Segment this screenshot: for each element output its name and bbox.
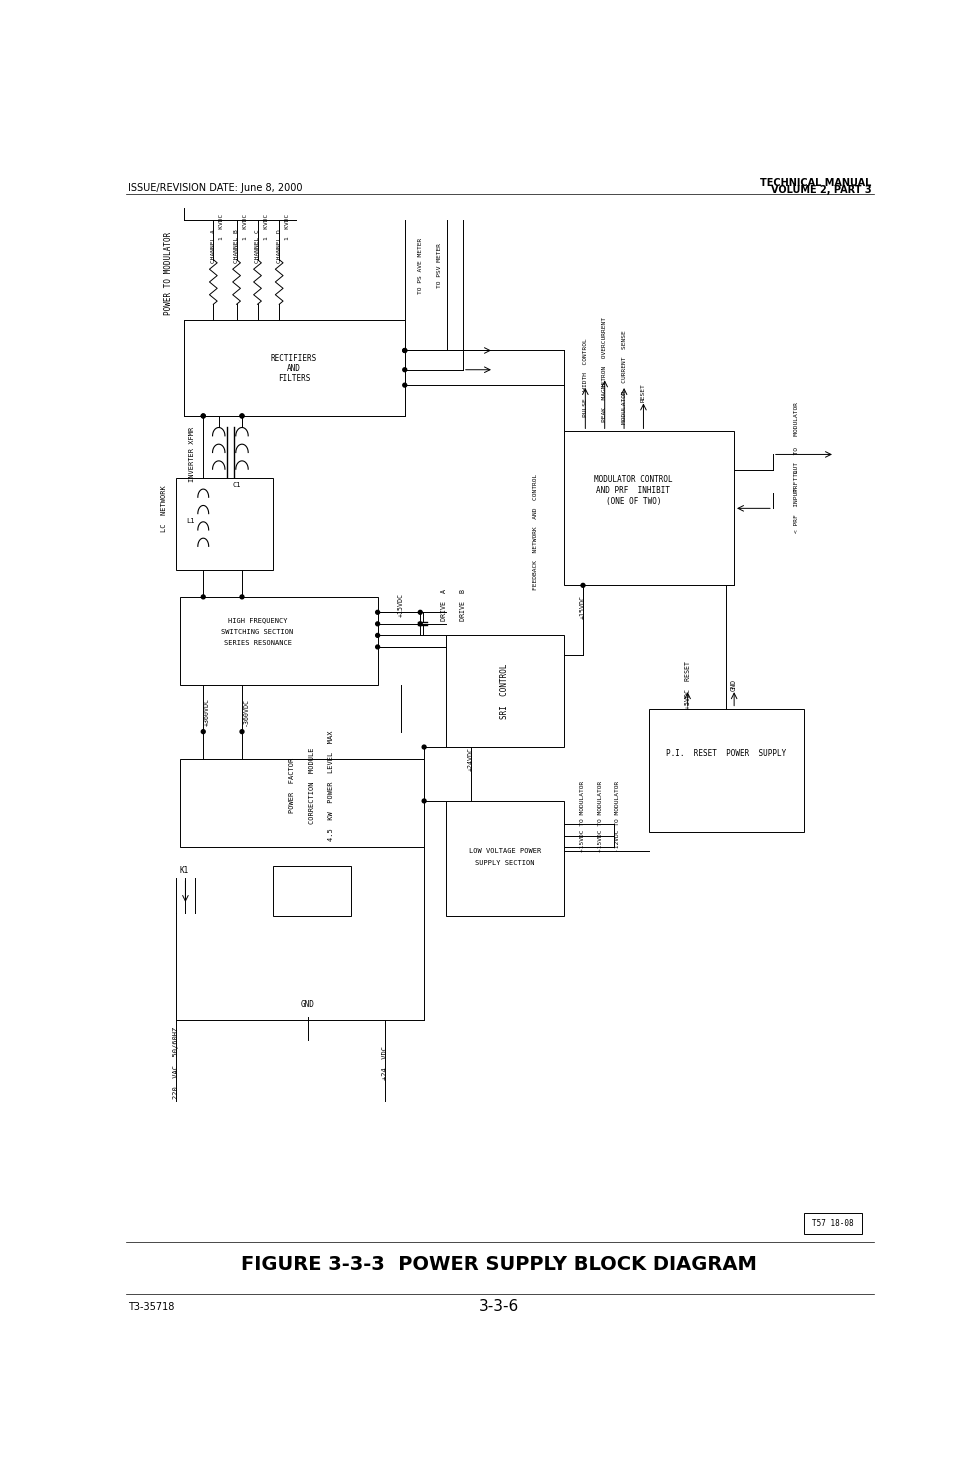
Text: TO PSV METER: TO PSV METER xyxy=(437,244,442,288)
Circle shape xyxy=(375,645,379,648)
Text: +24VDC: +24VDC xyxy=(468,746,474,771)
Text: CHANNEL A: CHANNEL A xyxy=(211,229,215,263)
Circle shape xyxy=(201,414,205,418)
Circle shape xyxy=(403,368,407,372)
Text: L1: L1 xyxy=(186,518,194,524)
Text: TO PS AVE METER: TO PS AVE METER xyxy=(417,238,423,294)
Circle shape xyxy=(403,349,407,353)
Text: +24  VDC: +24 VDC xyxy=(382,1046,388,1080)
Bar xyxy=(180,759,424,848)
Bar xyxy=(273,867,350,916)
Text: DRIVE  A: DRIVE A xyxy=(441,589,447,620)
Text: ISSUE/REVISION DATE: June 8, 2000: ISSUE/REVISION DATE: June 8, 2000 xyxy=(128,183,302,193)
Text: 1  KVDC: 1 KVDC xyxy=(243,214,248,241)
Text: POWER  FACTOR: POWER FACTOR xyxy=(290,758,295,814)
Text: INVERTER XFMR: INVERTER XFMR xyxy=(188,427,195,482)
Text: +360VDC: +360VDC xyxy=(204,699,211,727)
Text: K1: K1 xyxy=(179,866,188,874)
Text: FIGURE 3-3-3  POWER SUPPLY BLOCK DIAGRAM: FIGURE 3-3-3 POWER SUPPLY BLOCK DIAGRAM xyxy=(242,1255,758,1275)
Text: RECTIFIERS: RECTIFIERS xyxy=(271,353,317,363)
Text: FILTERS: FILTERS xyxy=(278,374,310,383)
Text: CHANNEL B: CHANNEL B xyxy=(234,229,239,263)
Text: +15VDC TO MODULATOR: +15VDC TO MODULATOR xyxy=(580,781,586,852)
Text: +15VDC: +15VDC xyxy=(580,595,586,619)
Text: HIGH FREQUENCY: HIGH FREQUENCY xyxy=(228,617,288,623)
Text: (ONE OF TWO): (ONE OF TWO) xyxy=(605,496,661,507)
Circle shape xyxy=(422,744,426,749)
Text: MODULATOR CONTROL: MODULATOR CONTROL xyxy=(594,476,673,484)
Bar xyxy=(564,431,734,585)
Text: 1  KVDC: 1 KVDC xyxy=(263,214,268,241)
Circle shape xyxy=(581,583,585,588)
Text: +5VDC  RESET: +5VDC RESET xyxy=(684,662,690,709)
Text: AND PRF  INHIBIT: AND PRF INHIBIT xyxy=(597,486,671,495)
Text: POWER TO MODULATOR: POWER TO MODULATOR xyxy=(164,232,173,315)
Bar xyxy=(446,801,564,916)
Text: SRI  CONTROL: SRI CONTROL xyxy=(500,663,509,719)
Bar xyxy=(446,635,564,747)
Text: GND: GND xyxy=(301,1000,315,1009)
Circle shape xyxy=(375,610,379,614)
Text: VOLUME 2, PART 3: VOLUME 2, PART 3 xyxy=(770,185,872,195)
Circle shape xyxy=(201,595,205,598)
Circle shape xyxy=(240,414,244,418)
Text: 1  KVDC: 1 KVDC xyxy=(286,214,291,241)
Text: +15VDC TO MODULATOR: +15VDC TO MODULATOR xyxy=(598,781,603,852)
Circle shape xyxy=(240,595,244,598)
Circle shape xyxy=(240,414,244,418)
Text: SUPPLY SECTION: SUPPLY SECTION xyxy=(475,860,534,866)
Bar xyxy=(649,709,803,832)
Text: PEAK  MAGNETRON  OVERCURRENT: PEAK MAGNETRON OVERCURRENT xyxy=(603,318,607,422)
Text: CHANNEL C: CHANNEL C xyxy=(255,229,260,263)
Circle shape xyxy=(240,730,244,734)
Circle shape xyxy=(422,799,426,803)
Text: DRIVE  B: DRIVE B xyxy=(460,589,466,620)
Bar xyxy=(184,319,405,417)
Text: 220  VAC  50/60HZ: 220 VAC 50/60HZ xyxy=(174,1027,179,1099)
Text: T3-35718: T3-35718 xyxy=(128,1301,175,1312)
Text: AND: AND xyxy=(287,363,301,372)
Text: +15VDC: +15VDC xyxy=(398,592,404,616)
Text: -12VDC TO MODULATOR: -12VDC TO MODULATOR xyxy=(614,781,619,852)
Circle shape xyxy=(201,730,205,734)
Text: CORRECTION  MODULE: CORRECTION MODULE xyxy=(309,747,315,824)
Circle shape xyxy=(375,634,379,637)
Text: < PRF  INPUT  TTL: < PRF INPUT TTL xyxy=(794,468,799,533)
Circle shape xyxy=(418,610,422,614)
Text: SWITCHING SECTION: SWITCHING SECTION xyxy=(221,629,293,635)
Text: 4.5  KW  POWER  LEVEL  MAX: 4.5 KW POWER LEVEL MAX xyxy=(329,730,334,840)
Text: TECHNICAL MANUAL: TECHNICAL MANUAL xyxy=(760,179,872,189)
Text: CHANNEL D: CHANNEL D xyxy=(277,229,282,263)
Text: 1  KVDC: 1 KVDC xyxy=(219,214,224,241)
Circle shape xyxy=(375,622,379,626)
Circle shape xyxy=(403,383,407,387)
Text: SERIES RESONANCE: SERIES RESONANCE xyxy=(223,640,292,645)
Text: -360VDC: -360VDC xyxy=(243,699,249,727)
Text: RESET: RESET xyxy=(641,384,646,402)
Bar xyxy=(176,477,273,570)
Bar xyxy=(180,597,377,685)
Circle shape xyxy=(201,414,205,418)
Circle shape xyxy=(418,622,422,626)
Circle shape xyxy=(403,349,407,353)
Text: PRF  OUT  TO   MODULATOR: PRF OUT TO MODULATOR xyxy=(794,402,799,492)
Text: FEEDBACK  NETWORK  AND  CONTROL: FEEDBACK NETWORK AND CONTROL xyxy=(533,473,538,589)
Text: 3-3-6: 3-3-6 xyxy=(479,1300,520,1315)
Text: P.I.  RESET  POWER  SUPPLY: P.I. RESET POWER SUPPLY xyxy=(666,749,787,758)
Text: T57 18-08: T57 18-08 xyxy=(812,1219,853,1229)
Text: GND: GND xyxy=(731,679,737,691)
Text: C1: C1 xyxy=(232,482,241,489)
Text: LC  NETWORK: LC NETWORK xyxy=(162,484,168,532)
Text: MODULATOR  CURRENT  SENSE: MODULATOR CURRENT SENSE xyxy=(622,331,627,424)
Text: PULSE  WIDTH  CONTROL: PULSE WIDTH CONTROL xyxy=(583,338,588,417)
Bar xyxy=(803,1213,862,1235)
Text: LOW VOLTAGE POWER: LOW VOLTAGE POWER xyxy=(469,848,541,854)
